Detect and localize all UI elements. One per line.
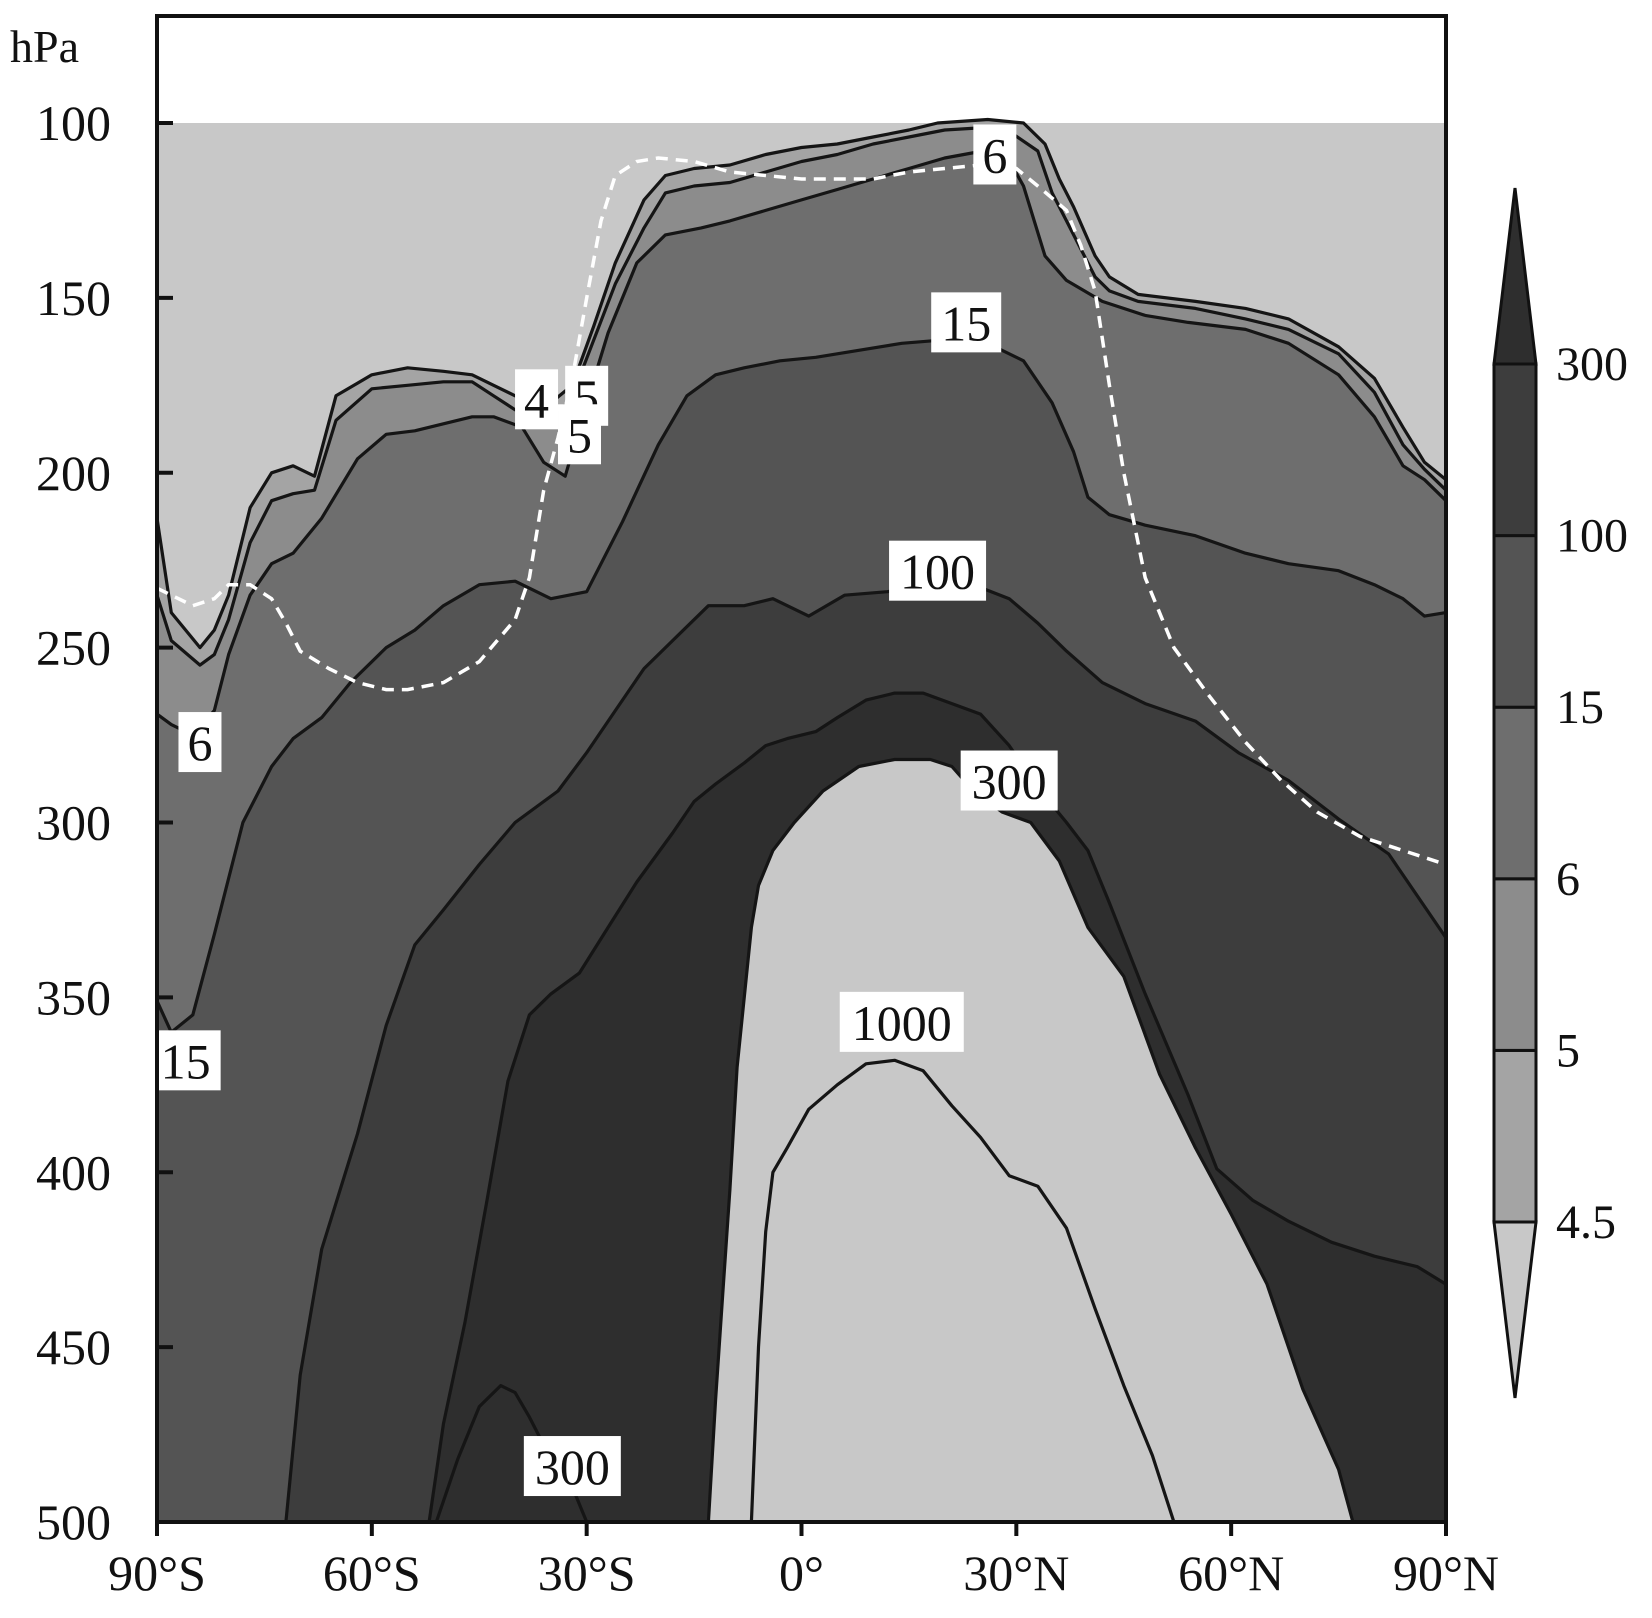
colorbar-label: 15 [1556, 681, 1604, 734]
contour-label-box [973, 124, 1017, 185]
contour-label: 1000 [852, 995, 952, 1051]
contour-label-box [960, 750, 1058, 811]
contour-label: 6 [187, 715, 212, 771]
contour-label-box [515, 369, 559, 430]
contour-line-100-4 [284, 583, 1448, 1523]
x-tick-label: 60°S [323, 1545, 421, 1601]
colorbar: 4.5 5 6 15 100 300 [1492, 187, 1628, 1399]
x-tick-label: 60°N [1178, 1545, 1284, 1601]
y-tick-label: 100 [36, 95, 111, 151]
contour-label: 300 [972, 754, 1047, 810]
contour-label-box [558, 404, 602, 465]
contour-line-15-3 [155, 338, 1447, 1034]
y-tick-label: 150 [36, 270, 111, 326]
contour-label: 4 [524, 372, 549, 428]
x-tick-label: 90°N [1393, 1545, 1499, 1601]
y-axis-unit: hPa [10, 21, 79, 72]
contour-label: 15 [941, 295, 991, 351]
contour-label: 5 [567, 407, 592, 463]
colorbar-label: 5 [1556, 1024, 1580, 1077]
y-tick-label: 300 [36, 795, 111, 851]
y-tick-label: 350 [36, 969, 111, 1025]
colorbar-extend-max [1492, 187, 1538, 366]
dashed-line-path [156, 156, 1447, 867]
colorbar-block [1492, 534, 1538, 709]
colorbar-label: 300 [1556, 338, 1628, 391]
contour-line-4.5-0 [155, 117, 1448, 650]
contour-line-6-2 [156, 145, 1448, 737]
colorbar-block [1492, 705, 1538, 881]
x-axis: 90°S 60°S 30°S 0° 30°N 60°N 90°N [108, 1522, 1499, 1601]
fill-band-1000-8 [751, 1060, 1174, 1522]
contour-lines [155, 117, 1448, 1523]
tropopause-dashed-line [156, 156, 1447, 867]
contour-label: 15 [161, 1033, 211, 1089]
y-axis: 100 150 200 250 300 350 400 450 500 [36, 95, 173, 1550]
x-tick-label: 0° [779, 1545, 824, 1601]
colorbar-block [1492, 877, 1538, 1052]
x-tick-label: 90°S [108, 1545, 206, 1601]
contour-fills [157, 119, 1447, 1522]
contour-label: 100 [900, 544, 975, 600]
colorbar-label: 6 [1556, 853, 1580, 906]
contour-line-1000-8 [749, 1058, 1176, 1523]
contour-label-box [150, 1030, 221, 1091]
contour-label-box [523, 1436, 621, 1497]
contour-label-box [931, 292, 1002, 353]
contour-line-5-1 [155, 124, 1448, 667]
colorbar-label: 4.5 [1556, 1196, 1616, 1249]
y-tick-label: 500 [36, 1494, 111, 1550]
x-tick-label: 30°S [538, 1545, 636, 1601]
contour-label: 300 [535, 1439, 610, 1495]
colorbar-extend-min [1492, 1220, 1538, 1399]
contour-label-box [839, 991, 964, 1052]
y-tick-label: 200 [36, 445, 111, 501]
y-tick-label: 450 [36, 1319, 111, 1375]
colorbar-block [1492, 1048, 1538, 1224]
contour-label: 6 [982, 127, 1007, 183]
contour-label-box [178, 712, 222, 773]
contour-line-1000-7 [706, 757, 1355, 1523]
x-tick-label: 30°N [963, 1545, 1069, 1601]
colorbar-block [1492, 362, 1538, 538]
y-tick-label: 250 [36, 620, 111, 676]
contour-line-300-5 [427, 691, 1447, 1523]
contour-label-box [889, 540, 987, 601]
y-tick-label: 400 [36, 1144, 111, 1200]
colorbar-label: 100 [1556, 510, 1628, 563]
